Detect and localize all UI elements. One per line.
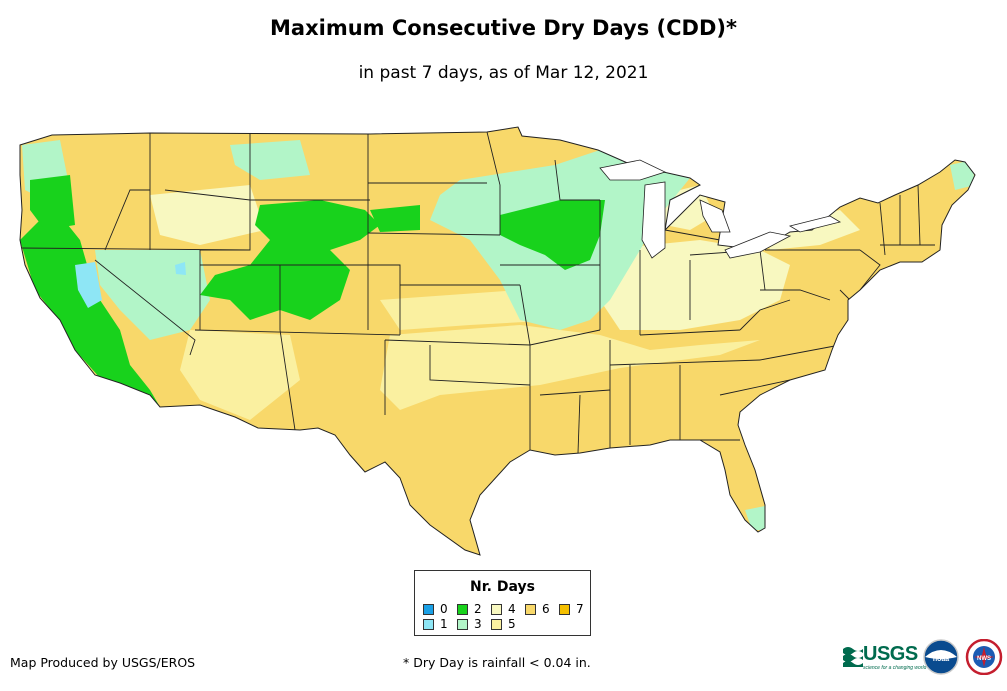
region-2-days-dakota xyxy=(370,205,420,232)
region-2-days-rockies xyxy=(200,200,380,320)
legend-item-4: 4 xyxy=(491,602,516,616)
noaa-wordmark: noaa xyxy=(933,656,949,663)
usgs-tagline: science for a changing world xyxy=(863,665,927,671)
legend-item-5: 5 xyxy=(491,617,516,631)
legend-label-7: 7 xyxy=(576,602,584,616)
legend-swatch-0 xyxy=(423,603,434,615)
legend-swatch-1 xyxy=(423,618,434,630)
legend-swatch-3 xyxy=(457,618,468,630)
legend-label-2: 2 xyxy=(474,602,482,616)
legend-label-0: 0 xyxy=(440,602,448,616)
region-2-days-iowa-minnesota xyxy=(500,200,605,270)
legend-label-5: 5 xyxy=(508,617,516,631)
legend-label-3: 3 xyxy=(474,617,482,631)
legend-item-3: 3 xyxy=(457,617,482,631)
nws-logo: NWS xyxy=(965,639,1003,675)
region-3-days-florida-tip xyxy=(745,505,770,530)
legend-swatch-6 xyxy=(525,603,536,615)
usgs-logo: USGS science for a changing world xyxy=(843,643,926,673)
dry-day-footnote: * Dry Day is rainfall < 0.04 in. xyxy=(403,655,591,670)
region-5-days-southwest xyxy=(180,330,300,420)
map-legend: Nr. Days 0 1 2 3 4 5 6 7 xyxy=(414,570,591,636)
region-4-days-ohio-valley xyxy=(600,240,790,330)
noaa-logo: noaa xyxy=(923,639,959,675)
usgs-wordmark: USGS xyxy=(863,643,918,665)
map-title: Maximum Consecutive Dry Days (CDD)* xyxy=(270,16,737,40)
legend-item-0: 0 xyxy=(423,602,448,616)
legend-label-6: 6 xyxy=(542,602,550,616)
legend-title: Nr. Days xyxy=(470,579,535,595)
legend-label-4: 4 xyxy=(508,602,516,616)
legend-swatch-5 xyxy=(491,618,502,630)
region-2-days-oregon xyxy=(30,175,75,230)
legend-label-1: 1 xyxy=(440,617,448,631)
state-boundaries xyxy=(20,130,935,454)
map-subtitle: in past 7 days, as of Mar 12, 2021 xyxy=(358,63,649,83)
legend-swatch-2 xyxy=(457,603,468,615)
legend-item-7: 7 xyxy=(559,602,584,616)
nws-wordmark: NWS xyxy=(977,656,991,662)
legend-item-2: 2 xyxy=(457,602,482,616)
great-lakes xyxy=(599,159,842,259)
region-1-day-sierra xyxy=(75,262,102,308)
region-1-day-utah xyxy=(175,262,186,275)
usgs-wave-icon xyxy=(843,647,863,667)
map-credit: Map Produced by USGS/EROS xyxy=(10,655,196,670)
legend-swatch-4 xyxy=(491,603,502,615)
region-5-days-south xyxy=(380,325,760,410)
region-2-days-california xyxy=(20,215,160,407)
region-4-days-idaho xyxy=(150,185,265,245)
legend-swatch-7 xyxy=(559,603,570,615)
legend-item-6: 6 xyxy=(525,602,550,616)
legend-item-1: 1 xyxy=(423,617,448,631)
